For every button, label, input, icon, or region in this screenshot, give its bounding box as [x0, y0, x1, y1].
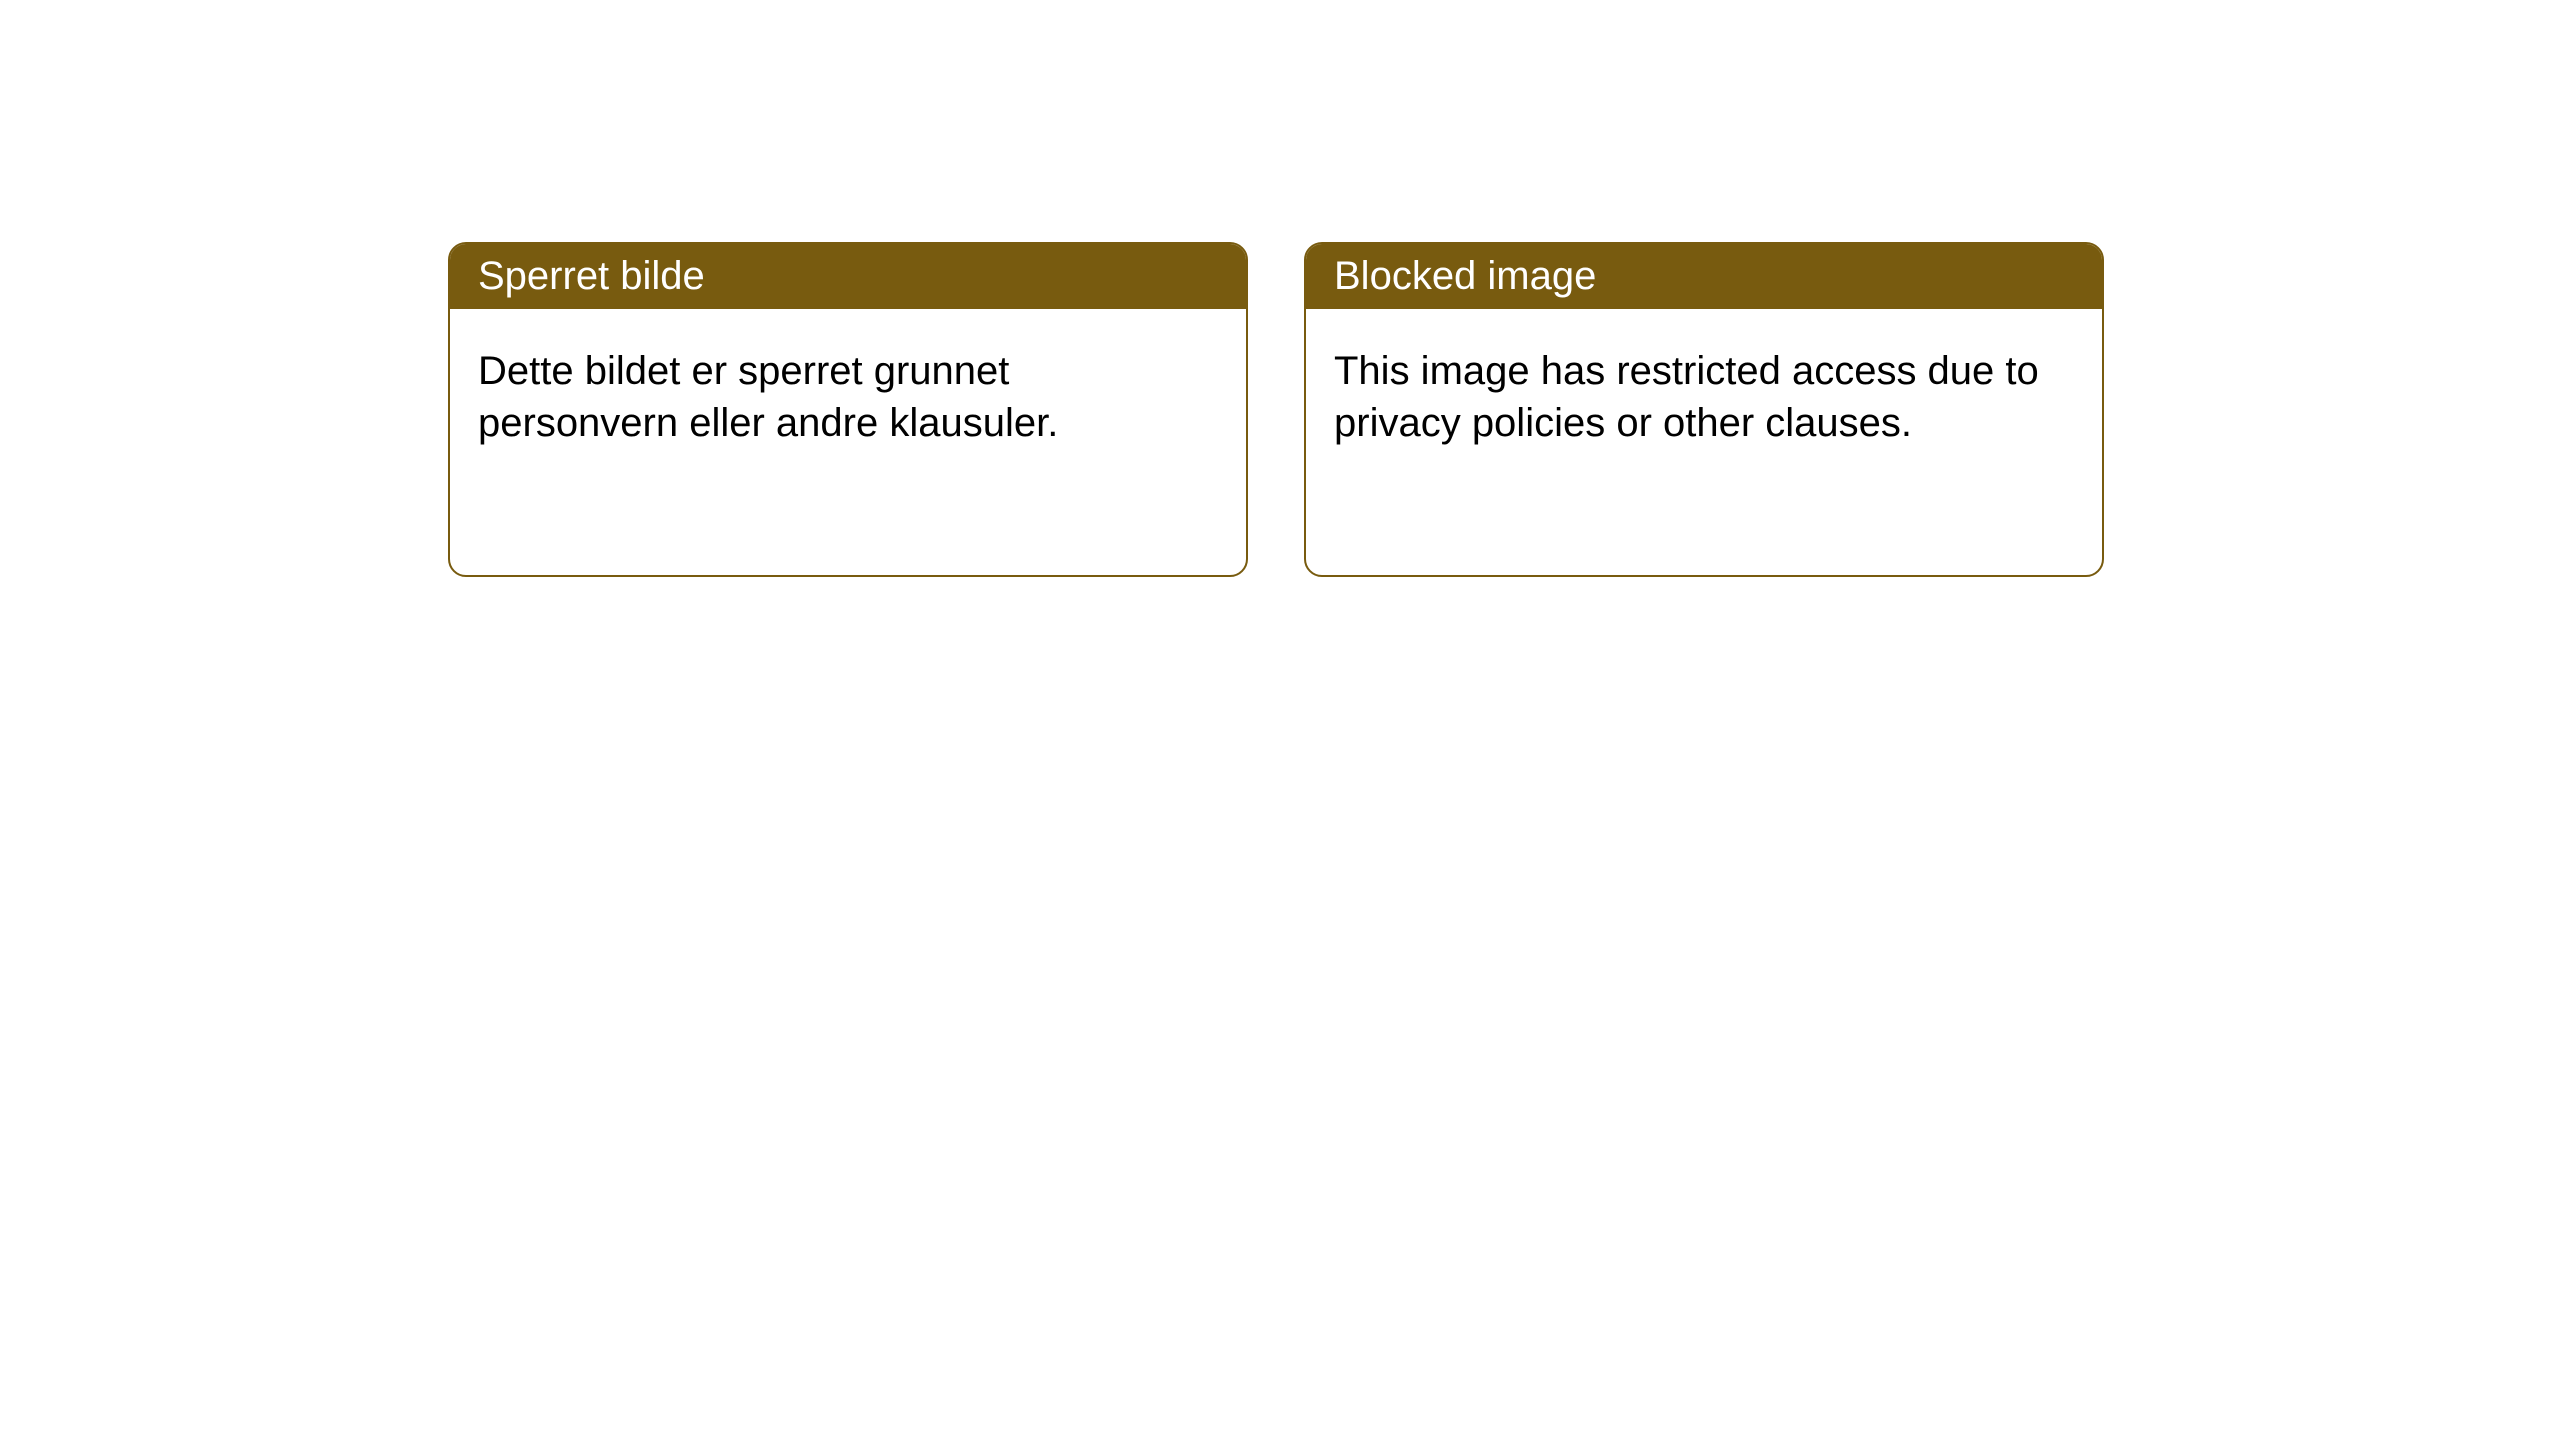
- card-body: Dette bildet er sperret grunnet personve…: [450, 309, 1246, 485]
- notice-container: Sperret bilde Dette bildet er sperret gr…: [0, 0, 2560, 577]
- notice-card-norwegian: Sperret bilde Dette bildet er sperret gr…: [448, 242, 1248, 577]
- card-body-text: This image has restricted access due to …: [1334, 349, 2039, 445]
- card-body-text: Dette bildet er sperret grunnet personve…: [478, 349, 1058, 445]
- card-header: Blocked image: [1306, 244, 2102, 309]
- card-body: This image has restricted access due to …: [1306, 309, 2102, 485]
- notice-card-english: Blocked image This image has restricted …: [1304, 242, 2104, 577]
- card-title: Blocked image: [1334, 254, 1596, 298]
- card-header: Sperret bilde: [450, 244, 1246, 309]
- card-title: Sperret bilde: [478, 254, 705, 298]
